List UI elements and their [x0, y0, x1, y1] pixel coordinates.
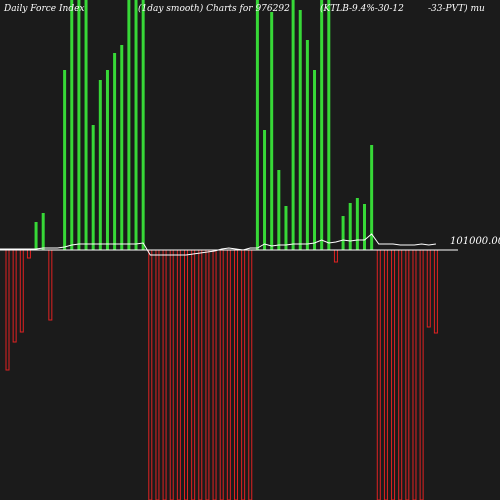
bar-positive — [120, 45, 124, 250]
bar-positive — [91, 125, 95, 250]
bar-positive — [127, 0, 131, 250]
bar-positive — [63, 70, 67, 250]
bar-positive — [77, 0, 81, 250]
bar-positive — [41, 213, 45, 250]
bar-positive — [141, 0, 145, 250]
bar-positive — [348, 203, 352, 250]
bar-positive — [98, 80, 102, 250]
bar-positive — [134, 0, 138, 250]
smooth-line — [0, 233, 436, 256]
bar-positive — [370, 145, 374, 250]
bar-positive — [277, 170, 281, 250]
bar-positive — [263, 130, 267, 250]
header-middle: (1day smooth) Charts for 976292 — [138, 3, 290, 14]
bar-positive — [305, 40, 309, 250]
bar-positive — [255, 0, 259, 250]
bar-positive — [327, 0, 331, 250]
bar-positive — [284, 206, 288, 250]
header-right-a: (KTLB-9.4%-30-12 — [320, 3, 404, 14]
bar-positive — [84, 0, 88, 250]
header-left: Daily Force Index — [3, 4, 85, 14]
header-right-b: -33-PVT) mu — [428, 3, 485, 14]
bar-positive — [320, 0, 324, 250]
bar-positive — [113, 53, 117, 250]
bar-positive — [291, 0, 295, 250]
bar-positive — [355, 198, 359, 250]
bar-positive — [363, 204, 366, 250]
bar-positive — [105, 70, 109, 250]
bar-positive — [270, 12, 274, 250]
bar-positive — [70, 0, 74, 250]
bar-positive — [298, 10, 302, 250]
bar-positive — [313, 70, 317, 250]
bar-positive — [34, 222, 38, 250]
zero-value-label: 101000.00 — [450, 236, 500, 247]
bar-positive — [341, 216, 345, 250]
